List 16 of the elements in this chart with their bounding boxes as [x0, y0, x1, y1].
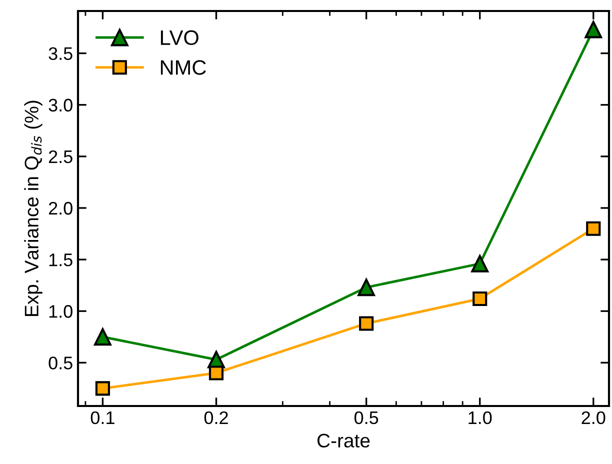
x-tick-label: 2.0 [582, 411, 606, 424]
y-tick-label: 2.5 [48, 150, 72, 164]
x-axis-title: C-rate [317, 434, 370, 448]
x-tick-label: 0.5 [354, 411, 378, 424]
y-tick-label: 2.0 [48, 202, 72, 215]
x-tick-label: 1.0 [468, 411, 492, 424]
y-axis-title: Exp. Variance in Q$_{dis}$ (%) [24, 100, 42, 316]
x-tick-label: 0.1 [90, 411, 114, 424]
y-tick-label: 0.5 [48, 356, 72, 370]
y-tick-label: 3.5 [48, 47, 72, 60]
y-tick-label: 1.0 [49, 305, 72, 318]
x-tick-label: 0.2 [204, 411, 228, 424]
legend-label: NMC [160, 60, 206, 75]
y-tick-label: 1.5 [49, 254, 72, 266]
legend-label: LVO [160, 30, 198, 46]
y-tick-label: 3.0 [48, 98, 72, 112]
